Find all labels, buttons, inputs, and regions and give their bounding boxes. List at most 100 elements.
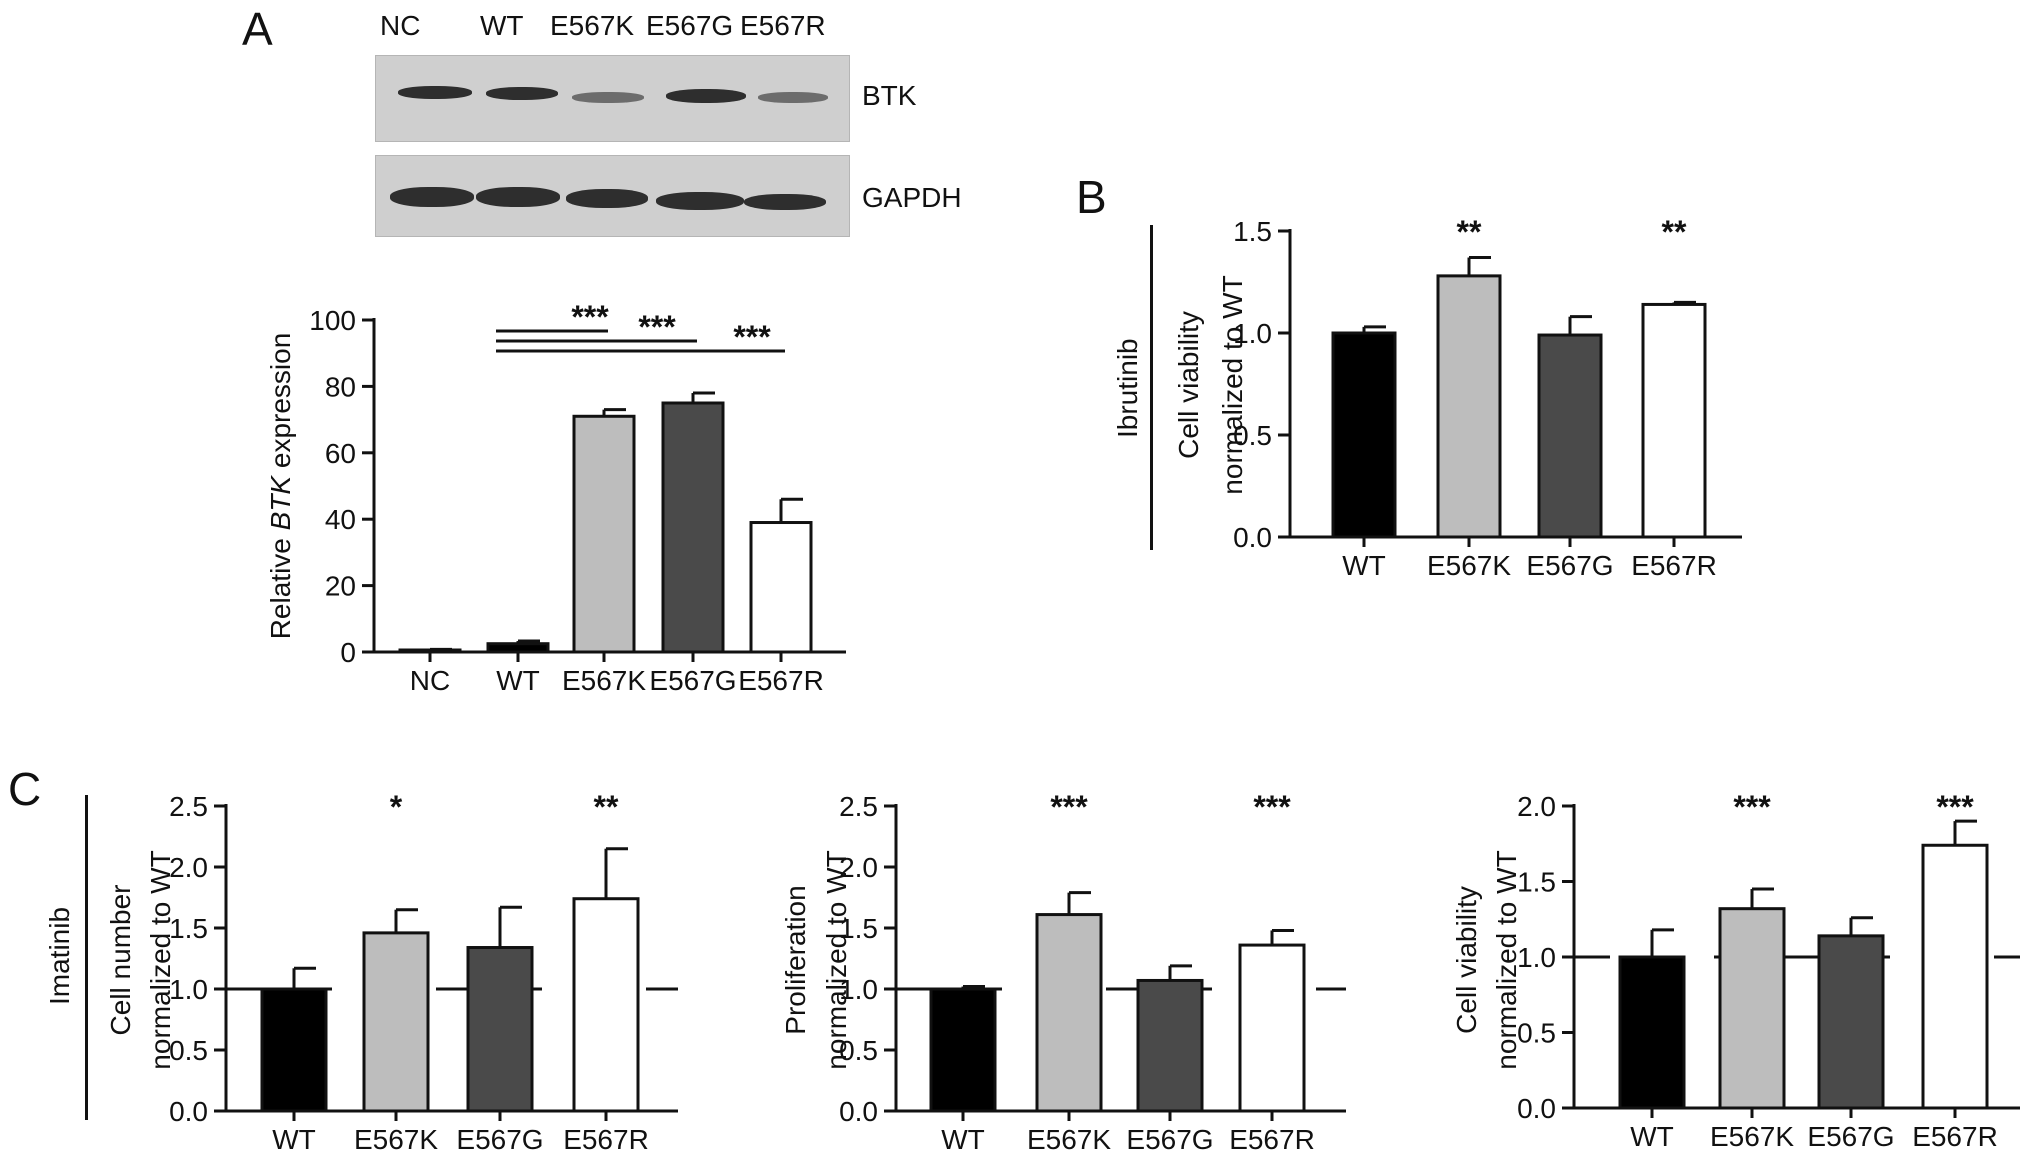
y-tick-label: 0.5 bbox=[839, 1035, 878, 1066]
blot-band bbox=[390, 187, 474, 207]
y-tick-label: 2.0 bbox=[169, 852, 208, 883]
significance-stars: *** bbox=[1050, 789, 1088, 825]
y-tick-label: 0.0 bbox=[839, 1096, 878, 1127]
y-tick-label: 0 bbox=[340, 637, 356, 668]
x-tick-label: E567K bbox=[1027, 1124, 1111, 1154]
y-tick-label: 1.5 bbox=[1233, 216, 1272, 247]
y-tick-label: 40 bbox=[325, 504, 356, 535]
y-axis-label: normalized to WT bbox=[145, 850, 176, 1069]
y-tick-label: 0.5 bbox=[169, 1035, 208, 1066]
panel-letter-c: C bbox=[8, 763, 42, 815]
lane-label: NC bbox=[380, 10, 421, 41]
bar bbox=[572, 414, 636, 654]
x-tick-label: E567R bbox=[563, 1124, 649, 1154]
btk-blot-strip bbox=[375, 55, 850, 142]
blot-band bbox=[398, 86, 472, 99]
gapdh-blot-strip bbox=[375, 155, 850, 237]
x-tick-label: E567G bbox=[456, 1124, 543, 1154]
imatinib-bracket-line bbox=[85, 795, 88, 1120]
bar bbox=[661, 401, 725, 654]
significance-stars: *** bbox=[733, 319, 771, 355]
significance-stars: ** bbox=[1457, 214, 1482, 250]
blot-band bbox=[572, 92, 644, 103]
x-tick-label: E567R bbox=[1912, 1121, 1998, 1152]
band-label: BTK bbox=[862, 80, 917, 111]
blot-band bbox=[758, 92, 828, 103]
y-tick-label: 100 bbox=[309, 305, 356, 336]
bar bbox=[1641, 302, 1707, 539]
blot-band bbox=[666, 89, 746, 103]
panel-letter-a: A bbox=[242, 3, 273, 55]
bar bbox=[1618, 955, 1686, 1110]
significance-stars: *** bbox=[1733, 789, 1771, 825]
bar bbox=[1136, 978, 1204, 1113]
bar bbox=[1331, 331, 1397, 539]
blot-band bbox=[476, 187, 560, 207]
y-tick-label: 2.5 bbox=[169, 791, 208, 822]
y-axis-label: Cell viability bbox=[1173, 311, 1204, 459]
y-tick-label: 2.5 bbox=[839, 791, 878, 822]
x-tick-label: E567G bbox=[1807, 1121, 1894, 1152]
blot-band bbox=[744, 194, 826, 210]
bar bbox=[749, 521, 813, 654]
y-tick-label: 1.5 bbox=[839, 913, 878, 944]
y-axis-label: normalized to WT bbox=[1491, 850, 1522, 1069]
band-label: GAPDH bbox=[862, 182, 962, 213]
bar bbox=[1921, 843, 1989, 1110]
y-tick-label: 1.0 bbox=[1517, 942, 1556, 973]
y-tick-label: 0.5 bbox=[1517, 1018, 1556, 1049]
x-tick-label: E567G bbox=[1126, 1124, 1213, 1154]
lane-label: WT bbox=[480, 10, 524, 41]
y-tick-label: 1.5 bbox=[1517, 867, 1556, 898]
lane-label: E567G bbox=[646, 10, 734, 41]
significance-stars: *** bbox=[1253, 789, 1291, 825]
y-axis-label: normalized to WT bbox=[821, 850, 852, 1069]
x-tick-label: E567R bbox=[1229, 1124, 1315, 1154]
x-tick-label: E567K bbox=[354, 1124, 438, 1154]
lane-label: E567R bbox=[740, 10, 826, 41]
y-axis-label: Cell number bbox=[105, 885, 136, 1036]
bar bbox=[1718, 907, 1786, 1110]
x-tick-label: WT bbox=[941, 1124, 985, 1154]
y-tick-label: 1.5 bbox=[169, 913, 208, 944]
x-tick-label: WT bbox=[1630, 1121, 1674, 1152]
y-tick-label: 0.0 bbox=[1233, 522, 1272, 553]
significance-stars: ** bbox=[1662, 214, 1687, 250]
panel-letter-b: B bbox=[1076, 171, 1107, 223]
significance-stars: ** bbox=[594, 789, 619, 825]
x-tick-label: E567K bbox=[1427, 550, 1511, 581]
x-tick-label: E567K bbox=[1710, 1121, 1794, 1152]
blot-band bbox=[566, 189, 648, 208]
x-tick-label: E567G bbox=[649, 665, 736, 696]
x-tick-label: E567R bbox=[1631, 550, 1717, 581]
y-tick-label: 1.0 bbox=[1233, 318, 1272, 349]
y-tick-label: 0.0 bbox=[169, 1096, 208, 1127]
x-tick-label: WT bbox=[496, 665, 540, 696]
y-tick-label: 1.0 bbox=[169, 974, 208, 1005]
lane-label: E567K bbox=[550, 10, 635, 41]
significance-stars: *** bbox=[1936, 789, 1974, 825]
significance-stars: *** bbox=[638, 309, 676, 345]
y-axis-label: Relative BTK expression bbox=[265, 333, 296, 640]
y-tick-label: 2.0 bbox=[839, 852, 878, 883]
x-tick-label: E567K bbox=[562, 665, 646, 696]
y-tick-label: 60 bbox=[325, 438, 356, 469]
x-tick-label: E567G bbox=[1526, 550, 1613, 581]
y-tick-label: 0.0 bbox=[1517, 1093, 1556, 1124]
y-tick-label: 1.0 bbox=[839, 974, 878, 1005]
y-axis-label: Proliferation bbox=[780, 885, 811, 1034]
x-tick-label: NC bbox=[410, 665, 450, 696]
bar bbox=[1817, 934, 1885, 1110]
bar bbox=[362, 931, 430, 1113]
blot-band bbox=[486, 87, 558, 100]
y-tick-label: 20 bbox=[325, 571, 356, 602]
x-tick-label: WT bbox=[1342, 550, 1386, 581]
x-tick-label: WT bbox=[272, 1124, 316, 1154]
significance-stars: * bbox=[390, 789, 403, 825]
y-axis-label: Cell viability bbox=[1451, 886, 1482, 1034]
